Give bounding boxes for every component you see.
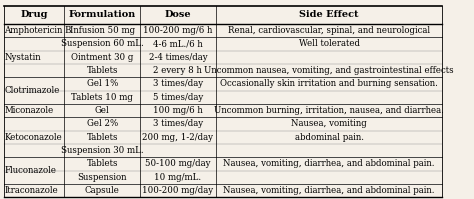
Text: Formulation: Formulation	[69, 10, 136, 20]
Text: Nystatin: Nystatin	[4, 53, 41, 62]
Text: Suspension: Suspension	[78, 173, 127, 182]
Text: Nausea, vomiting: Nausea, vomiting	[291, 119, 367, 128]
Text: Tablets: Tablets	[87, 133, 118, 142]
Text: Tablets: Tablets	[87, 66, 118, 75]
Text: Dose: Dose	[164, 10, 191, 20]
Text: Uncommon nausea, vomiting, and gastrointestinal effects: Uncommon nausea, vomiting, and gastroint…	[204, 66, 454, 75]
Text: Tablets 10 mg: Tablets 10 mg	[72, 93, 133, 102]
Text: Itraconazole: Itraconazole	[4, 186, 58, 195]
Text: 200 mg, 1-2/day: 200 mg, 1-2/day	[142, 133, 213, 142]
Text: Nausea, vomiting, diarrhea, and abdominal pain.: Nausea, vomiting, diarrhea, and abdomina…	[223, 186, 435, 195]
Text: abdominal pain.: abdominal pain.	[294, 133, 364, 142]
Text: 100 mg/6 h: 100 mg/6 h	[153, 106, 203, 115]
Text: 3 times/day: 3 times/day	[153, 79, 203, 88]
Text: 3 times/day: 3 times/day	[153, 119, 203, 128]
Text: Suspension 60 mL.: Suspension 60 mL.	[61, 39, 144, 48]
Text: 50-100 mg/day: 50-100 mg/day	[145, 159, 210, 168]
Text: Tablets: Tablets	[87, 159, 118, 168]
Text: Renal, cardiovascular, spinal, and neurological: Renal, cardiovascular, spinal, and neuro…	[228, 26, 430, 35]
Text: Uncommon burning, irritation, nausea, and diarrhea.: Uncommon burning, irritation, nausea, an…	[214, 106, 444, 115]
Text: Gel 2%: Gel 2%	[87, 119, 118, 128]
Text: Capsule: Capsule	[85, 186, 120, 195]
Text: Occasionally skin irritation and burning sensation.: Occasionally skin irritation and burning…	[220, 79, 438, 88]
Text: Gel 1%: Gel 1%	[87, 79, 118, 88]
Text: Miconazole: Miconazole	[4, 106, 54, 115]
Text: Ketoconazole: Ketoconazole	[4, 133, 62, 142]
Text: Infusion 50 mg: Infusion 50 mg	[70, 26, 135, 35]
Text: 100-200 mg/day: 100-200 mg/day	[142, 186, 213, 195]
Text: Nausea, vomiting, diarrhea, and abdominal pain.: Nausea, vomiting, diarrhea, and abdomina…	[223, 159, 435, 168]
Text: Suspension 30 mL.: Suspension 30 mL.	[61, 146, 144, 155]
Text: Gel: Gel	[95, 106, 109, 115]
Text: 4-6 mL./6 h: 4-6 mL./6 h	[153, 39, 203, 48]
Text: Well tolerated: Well tolerated	[299, 39, 360, 48]
Text: Ointment 30 g: Ointment 30 g	[71, 53, 134, 62]
Text: 10 mg/mL.: 10 mg/mL.	[155, 173, 201, 182]
Text: 5 times/day: 5 times/day	[153, 93, 203, 102]
Text: Drug: Drug	[21, 10, 48, 20]
Text: 100-200 mg/6 h: 100-200 mg/6 h	[143, 26, 212, 35]
Text: 2-4 times/day: 2-4 times/day	[148, 53, 207, 62]
Text: Amphotericin B: Amphotericin B	[4, 26, 72, 35]
Text: 2 every 8 h: 2 every 8 h	[154, 66, 202, 75]
Text: Clotrimazole: Clotrimazole	[4, 86, 60, 95]
Text: Fluconazole: Fluconazole	[4, 166, 56, 175]
Text: Side Effect: Side Effect	[299, 10, 359, 20]
